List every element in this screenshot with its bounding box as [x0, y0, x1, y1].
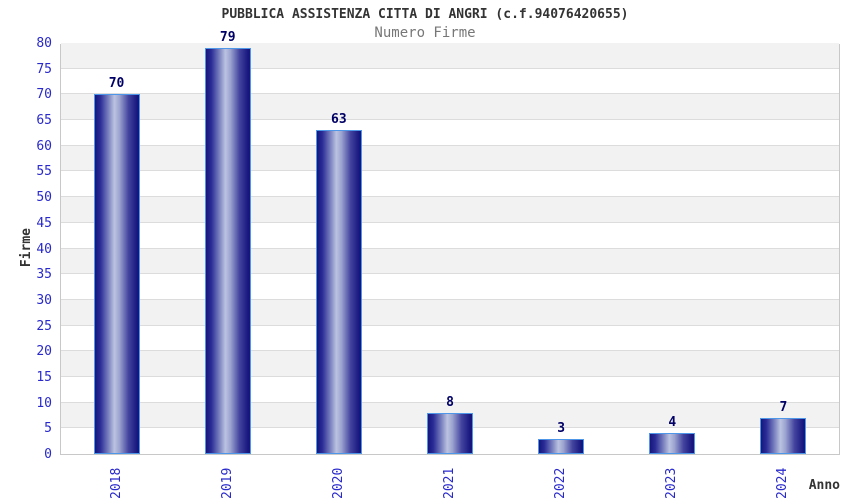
bar — [760, 418, 807, 454]
gridline — [61, 298, 839, 300]
y-tick-label: 75 — [36, 61, 52, 77]
plot-band — [61, 274, 839, 300]
gridline — [61, 170, 839, 172]
bar — [538, 438, 585, 454]
bar — [204, 48, 251, 454]
y-tick-label: 0 — [44, 447, 52, 462]
y-tick-label: 60 — [36, 138, 52, 154]
x-axis-label: Anno — [808, 478, 840, 493]
bar-value-label: 70 — [108, 76, 125, 92]
y-tick-label: 25 — [36, 318, 52, 334]
plot-band — [61, 120, 839, 146]
y-tick-label: 35 — [36, 267, 52, 283]
y-tick-label: 50 — [36, 190, 52, 206]
gridline — [61, 93, 839, 95]
y-tick-label: 55 — [36, 164, 52, 180]
y-tick-label: 5 — [44, 421, 52, 437]
y-tick-label: 20 — [36, 344, 52, 360]
y-tick-label: 65 — [36, 113, 52, 129]
x-tick-label: 2020 — [330, 467, 346, 499]
bar — [649, 433, 696, 454]
y-tick-label: 40 — [36, 241, 52, 257]
x-tick-label: 2021 — [442, 467, 457, 499]
y-tick-label: 15 — [36, 369, 52, 385]
y-tick-label: 80 — [36, 36, 52, 51]
plot-band — [61, 351, 839, 377]
bar-value-label: 79 — [219, 30, 236, 46]
chart-title: PUBBLICA ASSISTENZA CITTA DI ANGRI (c.f.… — [221, 7, 629, 22]
plot-band — [61, 43, 839, 69]
gridline — [61, 247, 839, 249]
gridline — [61, 375, 839, 377]
bar-value-label: 63 — [331, 112, 347, 128]
plot-band — [61, 248, 839, 275]
gridline — [61, 221, 839, 223]
plot-band — [61, 299, 839, 326]
plot-band — [61, 325, 839, 352]
chart-subtitle: Numero Firme — [374, 25, 476, 41]
x-tick-label: 2024 — [775, 467, 791, 499]
bar-value-label: 3 — [557, 420, 566, 436]
bar — [315, 130, 362, 454]
plot-band — [61, 145, 839, 172]
y-tick-label: 30 — [36, 292, 52, 308]
gridline — [61, 67, 839, 69]
plot-band — [61, 171, 839, 198]
gridline — [61, 119, 839, 121]
gridline — [61, 196, 839, 198]
plot-band — [61, 197, 839, 223]
gridline — [61, 144, 839, 146]
plot-band — [61, 376, 839, 403]
bar-value-label: 4 — [668, 415, 677, 431]
plot-band — [61, 222, 839, 249]
gridline — [61, 350, 839, 352]
bar-value-label: 7 — [779, 400, 788, 416]
plot-area — [60, 43, 840, 455]
plot-band — [61, 94, 839, 121]
y-tick-label: 10 — [36, 395, 52, 411]
bar — [427, 412, 473, 454]
y-tick-label: 70 — [36, 87, 52, 103]
plot-band — [61, 68, 839, 95]
gridline — [61, 273, 839, 275]
y-tick-label: 45 — [36, 215, 52, 231]
x-tick-label: 2023 — [664, 467, 680, 499]
bar-value-label: 8 — [446, 394, 454, 410]
x-tick-label: 2018 — [108, 467, 124, 499]
gridline — [61, 401, 839, 403]
x-tick-label: 2019 — [219, 467, 235, 499]
x-tick-label: 2022 — [553, 467, 569, 499]
bar — [93, 94, 140, 454]
gridline — [61, 324, 839, 326]
